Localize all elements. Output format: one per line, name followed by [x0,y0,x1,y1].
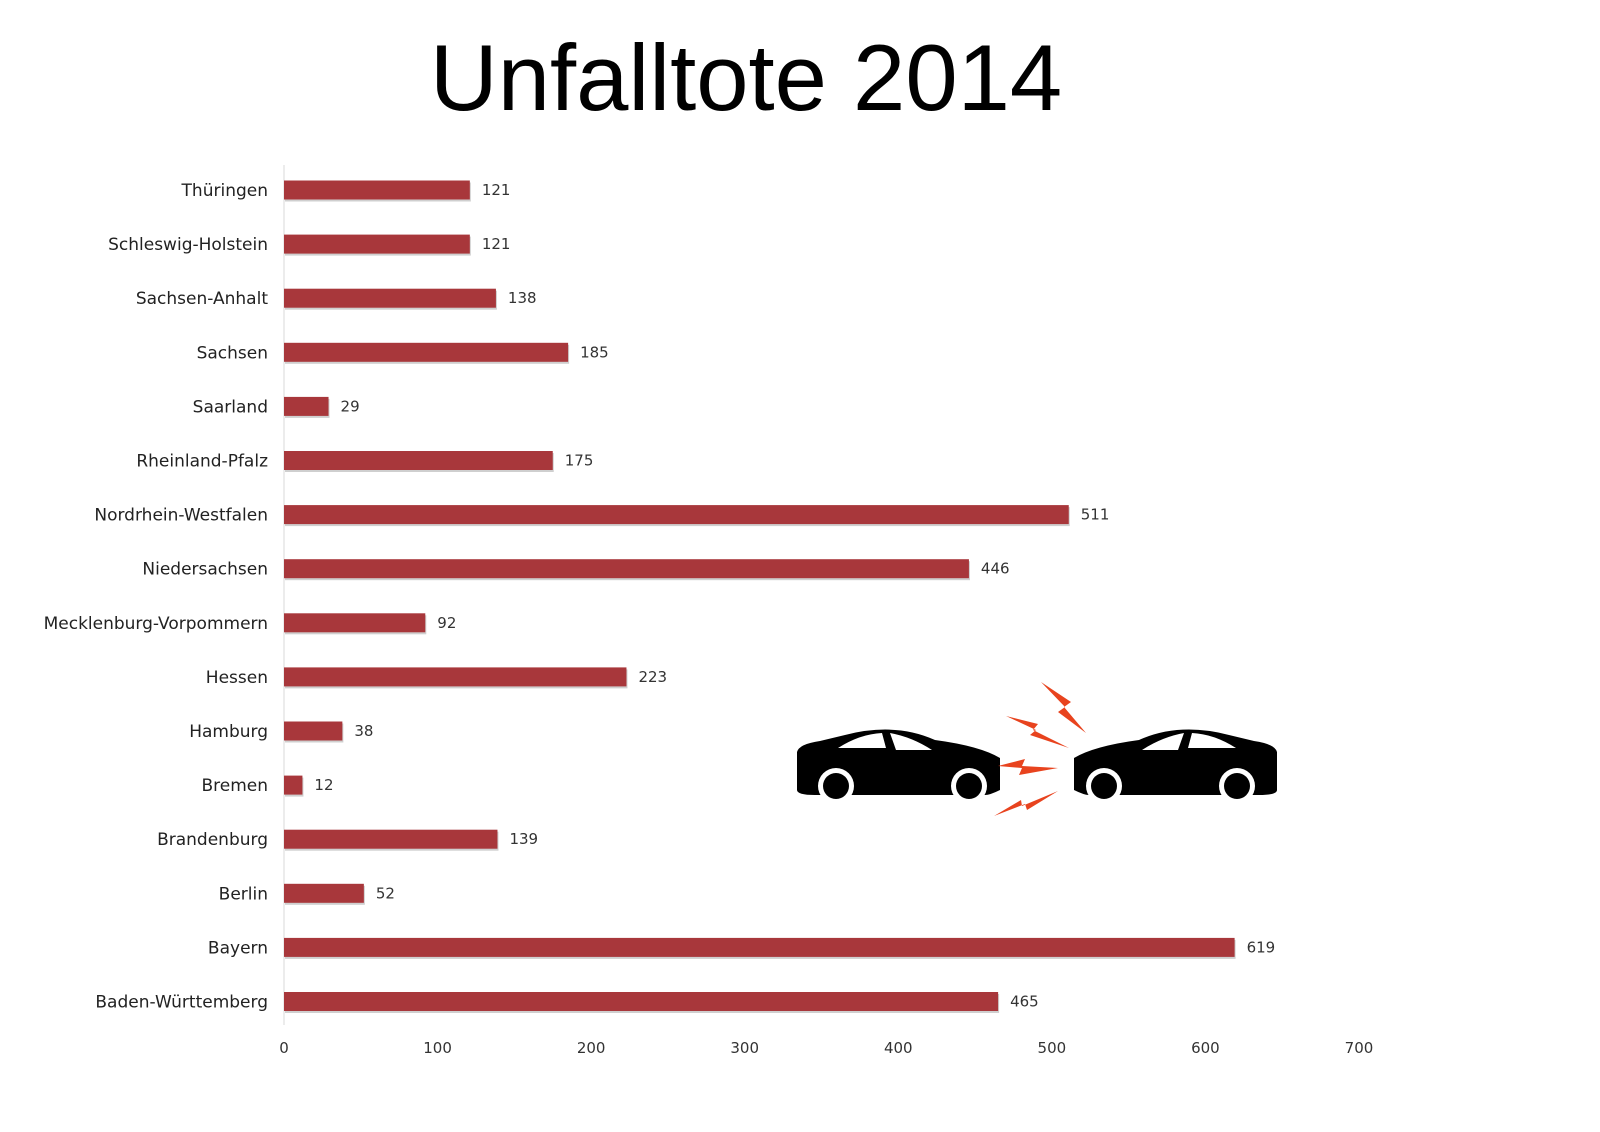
bar [284,451,553,470]
bar [284,396,329,416]
category-label: Berlin [219,884,268,904]
bar [284,829,498,849]
value-label: 29 [341,397,360,415]
bar [284,505,1069,525]
category-label: Thüringen [181,181,268,201]
category-label: Niedersachsen [142,560,268,580]
x-tick-label: 400 [884,1039,913,1057]
category-label: Saarland [193,397,268,417]
bar [284,180,470,200]
value-label: 139 [509,830,538,848]
x-tick-label: 700 [1345,1039,1374,1057]
category-label: Baden-Württemberg [95,993,268,1013]
bars [284,180,1236,1013]
x-tick-label: 0 [279,1039,289,1057]
category-label: Mecklenburg-Vorpommern [44,614,268,634]
x-tick-label: 100 [423,1039,452,1057]
bar [284,559,969,579]
chart-title: Unfalltote 2014 [430,25,1062,130]
value-label: 465 [1010,993,1039,1011]
category-label: Rheinland-Pfalz [136,452,268,472]
value-label: 52 [376,884,395,902]
bar [284,992,999,1011]
bar [284,234,470,254]
category-label: Schleswig-Holstein [108,235,268,255]
bar [284,937,1235,957]
bar [284,342,569,362]
bar [284,883,364,903]
bar [284,288,496,308]
category-label: Hessen [206,668,268,688]
right-car-icon [1074,729,1277,804]
left-car-icon [797,729,1000,804]
value-label: 121 [482,181,511,199]
x-tick-label: 500 [1038,1039,1067,1057]
category-label: Hamburg [189,722,268,742]
x-tick-label: 200 [577,1039,606,1057]
value-label: 446 [981,560,1010,578]
category-label: Bremen [201,776,268,796]
category-label: Sachsen [197,343,268,363]
bar [284,613,426,633]
category-label: Nordrhein-Westfalen [94,506,268,526]
value-label: 121 [482,235,511,253]
x-axis-ticks: 0 100 200 300 400 500 600 700 [279,1039,1373,1057]
value-label: 12 [314,776,333,794]
value-label: 38 [354,722,373,740]
category-label: Bayern [208,938,268,958]
value-label: 185 [580,343,609,361]
impact-sparks-icon [994,682,1086,816]
x-tick-label: 300 [730,1039,759,1057]
car-crash-icon [797,682,1277,816]
bar [284,775,303,795]
bar [284,667,627,687]
value-label: 138 [508,289,537,307]
value-label: 619 [1247,938,1276,956]
category-labels: Thüringen Schleswig-Holstein Sachsen-Anhal… [44,181,269,1013]
value-label: 175 [565,452,594,470]
category-label: Brandenburg [157,830,268,850]
value-label: 223 [638,668,667,686]
value-labels: 121 121 138 185 29 175 511 446 92 223 38 12 139 52 619… [314,181,1275,1011]
x-tick-label: 600 [1191,1039,1220,1057]
value-label: 511 [1081,506,1110,524]
value-label: 92 [437,614,456,632]
category-label: Sachsen-Anhalt [136,289,268,309]
bar [284,721,343,741]
